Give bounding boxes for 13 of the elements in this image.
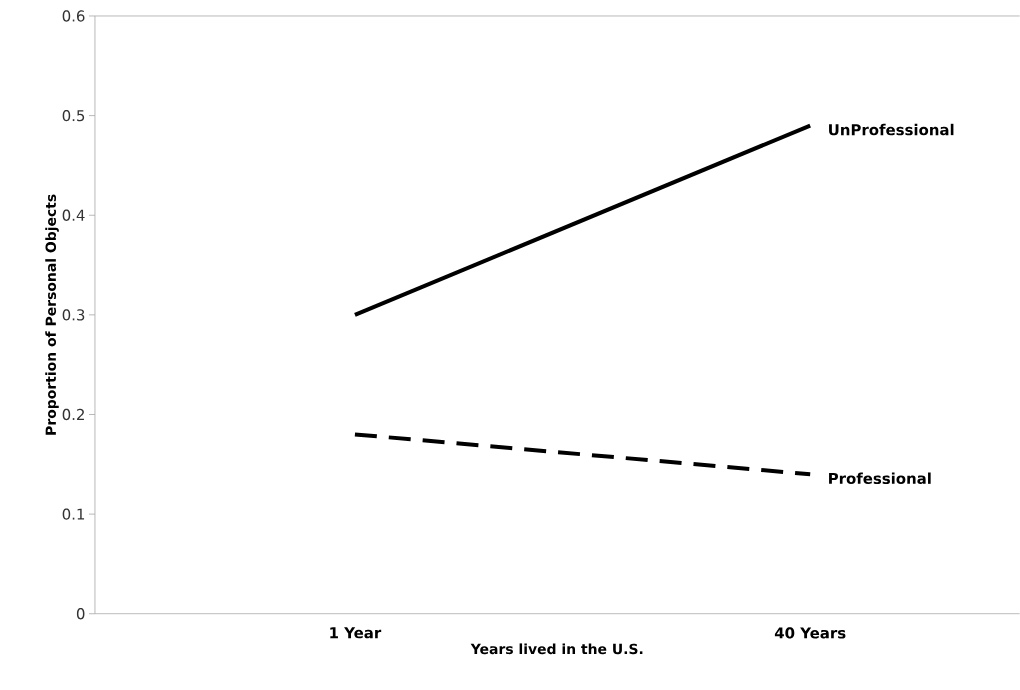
y-tick-label: 0.2 [62,408,84,421]
x-tick-label: 40 Years [774,627,846,639]
y-tick-label: 0 [76,608,85,620]
series-label: UnProfessional [829,123,954,136]
y-tick-label: 0.3 [62,309,85,321]
y-tick-label: 0.1 [62,508,85,520]
y-tick-label: 0.6 [62,10,85,22]
y-tick-label: 0.4 [62,209,85,222]
series-label: Professional [829,472,931,485]
x-axis-title: Years lived in the U.S. [470,643,643,655]
y-axis-title: Proportion of Personal Objects [45,194,59,435]
x-tick-label: 1 Year [330,627,382,639]
y-tick-label: 0.5 [62,110,85,122]
